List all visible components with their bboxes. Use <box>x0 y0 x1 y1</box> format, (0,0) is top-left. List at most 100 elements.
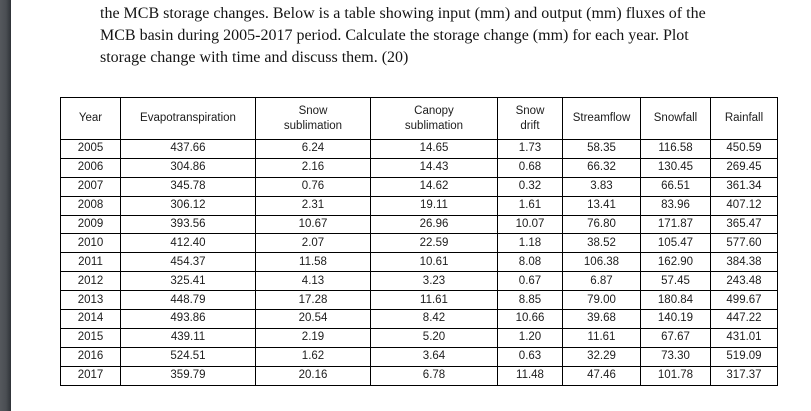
table-cell: 10.07 <box>497 214 563 235</box>
table-cell: 8.85 <box>497 290 563 311</box>
table-cell: 8.08 <box>497 252 563 273</box>
table-cell: 2006 <box>60 157 121 178</box>
table-cell: 39.68 <box>562 309 641 329</box>
table-row: 2007 345.78 0.76 14.62 0.32 3.83 66.51 361.34 <box>60 176 778 197</box>
table-cell: 2005 <box>60 139 121 159</box>
table-cell: 325.41 <box>120 271 256 292</box>
table-cell: 116.58 <box>640 139 711 159</box>
table-row: 2009 393.56 10.67 26.96 10.07 76.80 171.87 365.… <box>60 214 778 235</box>
table-cell: 6.78 <box>370 365 498 386</box>
table-cell: 14.62 <box>370 176 498 197</box>
table-cell: 359.79 <box>120 365 256 386</box>
table-cell: 448.79 <box>120 290 256 311</box>
table-cell: 3.64 <box>370 346 498 367</box>
table-row: 2008 306.12 2.31 19.11 1.61 13.41 83.96 407.12 <box>60 195 778 216</box>
table-row: 2017 359.79 20.16 6.78 11.48 47.46 101.78 317.3… <box>60 365 778 386</box>
table-cell: 1.73 <box>497 139 563 159</box>
table-cell: 6.24 <box>255 139 371 159</box>
table-cell: 454.37 <box>120 252 256 273</box>
table-cell: 439.11 <box>120 327 256 348</box>
question-line: the MCB storage changes. Below is a tabl… <box>100 5 706 22</box>
table-cell: 412.40 <box>120 233 256 254</box>
table-cell: 11.58 <box>255 252 371 273</box>
column-header: Snow drift <box>497 97 563 140</box>
table-row: 2006 304.86 2.16 14.43 0.68 66.32 130.45 269.45 <box>60 157 778 178</box>
table-cell: 1.20 <box>497 327 563 348</box>
table-cell: 11.61 <box>370 290 498 311</box>
table-cell: 2.16 <box>255 157 371 178</box>
table-cell: 130.45 <box>640 157 711 178</box>
column-header: Snowfall <box>640 97 711 140</box>
table-cell: 0.76 <box>255 176 371 197</box>
column-header: Rainfall <box>710 97 778 140</box>
table-cell: 4.13 <box>255 271 371 292</box>
table-row: 2005 437.66 6.24 14.65 1.73 58.35 116.58 450.59 <box>60 139 778 159</box>
column-header: Year <box>60 97 121 140</box>
flux-table: Year Evapotranspiration Snow sublimation Ca… <box>60 97 778 386</box>
table-cell: 2014 <box>60 309 121 329</box>
table-cell: 0.68 <box>497 157 563 178</box>
table-cell: 431.01 <box>710 327 778 348</box>
table-cell: 1.18 <box>497 233 563 254</box>
table-cell: 447.22 <box>710 309 778 329</box>
table-cell: 20.54 <box>255 309 371 329</box>
table-cell: 1.61 <box>497 195 563 216</box>
table-cell: 0.32 <box>497 176 563 197</box>
table-cell: 365.47 <box>710 214 778 235</box>
window-edge-bar <box>0 0 11 411</box>
table-cell: 76.80 <box>562 214 641 235</box>
table-cell: 450.59 <box>710 139 778 159</box>
table-cell: 11.61 <box>562 327 641 348</box>
table-row: 2010 412.40 2.07 22.59 1.18 38.52 105.47 577.60 <box>60 233 778 254</box>
table-cell: 407.12 <box>710 195 778 216</box>
table-cell: 2013 <box>60 290 121 311</box>
table-cell: 57.45 <box>640 271 711 292</box>
table-cell: 393.56 <box>120 214 256 235</box>
table-cell: 105.47 <box>640 233 711 254</box>
table-cell: 2.19 <box>255 327 371 348</box>
table-row: 2015 439.11 2.19 5.20 1.20 11.61 67.67 431.01 <box>60 327 778 348</box>
table-cell: 243.48 <box>710 271 778 292</box>
column-header: Evapotranspiration <box>120 97 256 140</box>
table-cell: 140.19 <box>640 309 711 329</box>
table-cell: 2009 <box>60 214 121 235</box>
table-cell: 3.83 <box>562 176 641 197</box>
table-cell: 577.60 <box>710 233 778 254</box>
table-cell: 26.96 <box>370 214 498 235</box>
table-cell: 2010 <box>60 233 121 254</box>
table-cell: 20.16 <box>255 365 371 386</box>
table-row: 2013 448.79 17.28 11.61 8.85 79.00 180.84 499.6… <box>60 290 778 311</box>
table-cell: 2016 <box>60 346 121 367</box>
table-cell: 524.51 <box>120 346 256 367</box>
table-cell: 10.61 <box>370 252 498 273</box>
table-header-row: Year Evapotranspiration Snow sublimation Ca… <box>60 97 778 140</box>
table-cell: 13.41 <box>562 195 641 216</box>
table-cell: 345.78 <box>120 176 256 197</box>
table-cell: 66.32 <box>562 157 641 178</box>
column-header: Snow sublimation <box>255 97 371 140</box>
table-cell: 10.67 <box>255 214 371 235</box>
table-cell: 171.87 <box>640 214 711 235</box>
table-cell: 499.67 <box>710 290 778 311</box>
table-cell: 106.38 <box>562 252 641 273</box>
table-cell: 83.96 <box>640 195 711 216</box>
table-cell: 2011 <box>60 252 121 273</box>
table-cell: 11.48 <box>497 365 563 386</box>
table-cell: 2015 <box>60 327 121 348</box>
table-body: 2005 437.66 6.24 14.65 1.73 58.35 116.58 450.59… <box>60 139 778 386</box>
table-cell: 14.65 <box>370 139 498 159</box>
table-row: 2012 325.41 4.13 3.23 0.67 6.87 57.45 243.48 <box>60 271 778 292</box>
table-cell: 162.90 <box>640 252 711 273</box>
table-cell: 3.23 <box>370 271 498 292</box>
table-cell: 2.07 <box>255 233 371 254</box>
table-cell: 101.78 <box>640 365 711 386</box>
table-cell: 306.12 <box>120 195 256 216</box>
table-cell: 0.67 <box>497 271 563 292</box>
table-cell: 493.86 <box>120 309 256 329</box>
question-text: the MCB storage changes. Below is a tabl… <box>100 3 706 69</box>
table-cell: 10.66 <box>497 309 563 329</box>
table-cell: 361.34 <box>710 176 778 197</box>
question-line: MCB basin during 2005-2017 period. Calcu… <box>100 27 689 44</box>
table-cell: 2017 <box>60 365 121 386</box>
table-cell: 22.59 <box>370 233 498 254</box>
